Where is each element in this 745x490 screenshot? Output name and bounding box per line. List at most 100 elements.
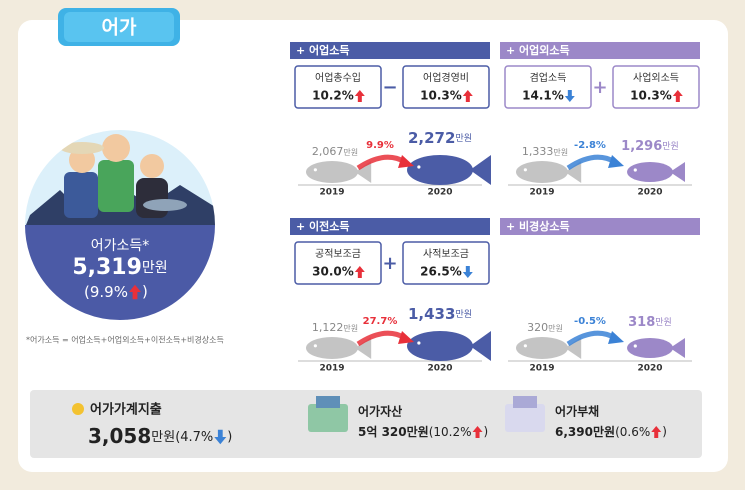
from-value: 1,122만원 [312,321,358,334]
text-part: 3,058 [88,424,151,448]
person [98,160,134,212]
from-year: 2019 [529,188,554,198]
summary-title: 어가부채 [555,404,599,419]
fish-2019-tail [355,161,372,183]
summary-value: 3,058만원(4.7% [88,424,213,448]
down-arrow [462,266,473,278]
component-change: 14.1% [522,89,564,103]
from-year: 2019 [319,364,344,374]
tab-label: 어가 [102,17,137,39]
from-year: 2019 [529,364,554,374]
fish-2020-tail [470,155,491,185]
text-part: 만원 [548,324,563,333]
coin-icon [72,403,84,415]
hero-change-end: ) [142,283,148,301]
down-arrow [214,429,227,445]
text-part: 만원 [407,424,429,439]
text-part: 2,067 [312,145,344,158]
component-change: 10.3% [630,89,672,103]
to-year: 2020 [427,188,452,198]
fish-2020-tail [670,162,685,182]
text-part: 1,296 [621,139,662,154]
summary-icon-detail [513,396,537,408]
text-part: 320 [527,321,548,334]
text-part: (9.9% [84,283,128,301]
summary-change-end: ) [227,430,232,445]
panel-header [290,218,490,235]
up-arrow [462,90,473,102]
text-part: 만원 [662,141,679,152]
component-change: 10.2% [312,89,354,103]
text-part: 만원 [343,324,358,333]
summary-icon [308,404,348,432]
to-value: 2,272만원 [408,129,472,147]
text-part: 2,272 [408,129,455,147]
text-part: (0.6% [615,425,650,439]
panel-header [500,42,700,59]
panel-header [500,218,700,235]
fish-2019-eye [523,344,527,348]
person [136,178,168,218]
fish-2019 [516,161,568,183]
fish-2020-eye [633,168,637,172]
summary-icon [505,404,545,432]
to-year: 2020 [637,364,662,374]
to-value: 1,433만원 [408,305,472,323]
text-part: 1,333 [522,145,554,158]
component-change: 10.3% [420,89,462,103]
panel-title: + 비경상소득 [506,219,570,233]
text-part: 5,319 [72,255,142,280]
hat [60,142,104,154]
component-change: 30.0% [312,265,354,279]
fish-2020 [407,155,473,185]
tab-inner [64,12,174,42]
up-arrow [672,90,683,102]
up-arrow [472,426,483,438]
summary-change-end: ) [484,425,489,439]
person [64,172,98,218]
operator: + [592,77,607,98]
trend-arrow-head [398,155,414,168]
to-year: 2020 [427,364,452,374]
text-part: 만원 [151,430,175,445]
summary-icon-detail [316,396,340,408]
fish-2020 [407,331,473,361]
rate: 9.9% [366,140,394,151]
fish-2019-tail [565,161,582,183]
to-value: 318만원 [628,315,672,330]
panel-header [290,42,490,59]
head [102,134,130,162]
panel-title: + 이전소득 [296,219,350,233]
fish-2019-eye [313,344,317,348]
fish-2020-eye [417,341,421,345]
fish-2019 [306,337,358,359]
fish-2020 [627,338,673,358]
text-part: 5억 320 [358,425,407,439]
hero-label: 어가소득* [91,238,150,254]
to-year: 2020 [637,188,662,198]
component-label: 사적보조금 [423,248,469,260]
fish-2020-tail [470,331,491,361]
fish-2020 [627,162,673,182]
text-part: 만원 [455,133,472,144]
summary-value: 6,390만원(0.6% [555,424,650,439]
component-label: 공적보조금 [315,248,361,260]
fish-2019-tail [355,337,372,359]
from-value: 1,333만원 [522,145,568,158]
rate: 27.7% [363,316,398,327]
fish-2020-eye [633,344,637,348]
text-part: 6,390 [555,425,593,439]
fish-2019 [306,161,358,183]
panel-title: + 어업외소득 [506,43,570,57]
up-arrow [354,90,365,102]
text-part: 만원 [455,309,472,320]
fish-2020-tail [670,338,685,358]
from-value: 2,067만원 [312,145,358,158]
operator: − [382,77,397,98]
component-label: 겸업소득 [530,71,567,84]
trend-arrow-head [608,155,624,168]
summary-change-end: ) [662,425,667,439]
text-part: 1,433 [408,305,455,323]
fish-2019 [516,337,568,359]
